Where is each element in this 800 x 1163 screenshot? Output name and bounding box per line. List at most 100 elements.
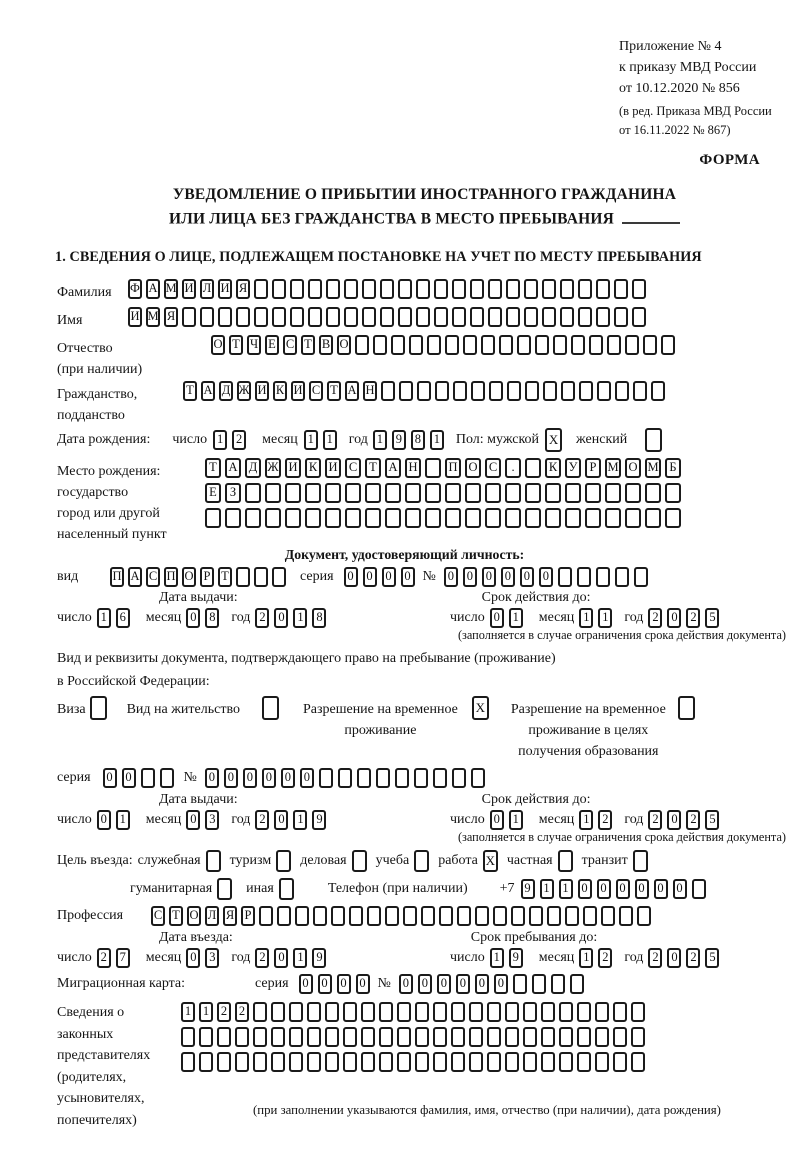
box-cell [524, 278, 538, 299]
box-cell: Ж [265, 457, 281, 478]
box-cell [445, 482, 461, 503]
box-cell: 1 [293, 948, 308, 969]
box-cell: 0 [381, 566, 396, 587]
box-cell [349, 906, 363, 927]
box-cell [559, 1052, 573, 1073]
box-cell [417, 380, 431, 401]
appendix-line-2: к приказу МВД России [619, 60, 757, 75]
box-cell [375, 768, 390, 789]
box-cell [325, 1027, 339, 1048]
visit-purpose-label: Цель въезда: [57, 853, 133, 869]
box-cell [254, 566, 268, 587]
box-cell [619, 906, 633, 927]
box-cell: 1 [293, 607, 308, 628]
box-cell [614, 278, 628, 299]
box-cell: О [625, 457, 641, 478]
box-cell: 0 [653, 879, 668, 900]
box-cell: 1 [508, 810, 523, 831]
box-cell [525, 482, 541, 503]
res-dates-header: Дата выдачи: Срок действия до: [57, 792, 792, 808]
box-cell: 0 [274, 607, 289, 628]
box-cell: Е [265, 334, 279, 355]
residence-permit-item: Вид на жительство [127, 696, 279, 721]
birth-place-boxes-row3 [205, 507, 681, 528]
box-cell [633, 380, 647, 401]
box-cell [487, 1052, 501, 1073]
box-cell: А [128, 566, 142, 587]
box-cell [485, 482, 501, 503]
edition-line-1: (в ред. Приказа МВД России [619, 104, 772, 118]
box-cell [362, 306, 376, 327]
box-cell [578, 278, 592, 299]
box-cell: 2 [686, 948, 701, 969]
box-cell [677, 696, 695, 721]
box-cell [259, 906, 273, 927]
representatives-row: Сведения о законных представителях (роди… [57, 1000, 792, 1131]
box-cell [199, 1027, 213, 1048]
box-cell: X [482, 850, 498, 873]
box-cell: 1 [579, 810, 594, 831]
box-cell: Т [183, 380, 197, 401]
box-cell [345, 482, 361, 503]
box-cell [361, 1052, 375, 1073]
box-cell [559, 1002, 573, 1023]
box-cell [595, 1052, 609, 1073]
box-cell [451, 1002, 465, 1023]
box-cell [471, 380, 485, 401]
box-cell [651, 380, 665, 401]
box-cell [325, 1002, 339, 1023]
box-cell [425, 507, 441, 528]
box-cell [512, 974, 527, 995]
box-cell: 0 [577, 879, 592, 900]
box-cell [451, 1052, 465, 1073]
box-cell [399, 380, 413, 401]
box-cell [217, 1052, 231, 1073]
form-title-line-2: ИЛИ ЛИЦА БЕЗ ГРАЖДАНСТВА В МЕСТО ПРЕБЫВА… [57, 207, 792, 233]
box-cell [398, 306, 412, 327]
box-cell [485, 507, 501, 528]
birth-date-label: Дата рождения: [57, 431, 151, 447]
box-cell [601, 906, 615, 927]
box-cell [355, 334, 369, 355]
box-cell: 0 [481, 566, 496, 587]
box-cell [452, 278, 466, 299]
box-cell [326, 306, 340, 327]
box-cell: 0 [242, 768, 257, 789]
mig-number-label: № [377, 976, 391, 992]
box-cell [367, 906, 381, 927]
box-cell [505, 1052, 519, 1073]
box-cell [465, 507, 481, 528]
box-cell [505, 482, 521, 503]
box-cell: В [319, 334, 333, 355]
box-cell [289, 1002, 303, 1023]
mig-series-label: серия [255, 976, 289, 992]
box-cell: У [565, 457, 581, 478]
box-cell [595, 1027, 609, 1048]
box-cell [381, 380, 395, 401]
box-cell [295, 906, 309, 927]
box-cell [432, 768, 447, 789]
box-cell [271, 1052, 285, 1073]
box-cell [595, 566, 610, 587]
box-cell [415, 1052, 429, 1073]
res-series-label: серия [57, 770, 91, 786]
id-valid-until-label: Срок действия до: [481, 589, 591, 605]
box-cell [379, 1052, 393, 1073]
box-cell [236, 306, 250, 327]
box-cell [253, 1027, 267, 1048]
box-cell: Я [164, 306, 178, 327]
box-cell: И [325, 457, 341, 478]
box-cell [625, 507, 641, 528]
box-cell: 5 [705, 948, 720, 969]
box-cell: 0 [538, 566, 553, 587]
box-cell [613, 1002, 627, 1023]
box-cell [585, 482, 601, 503]
form-title: УВЕДОМЛЕНИЕ О ПРИБЫТИИ ИНОСТРАННОГО ГРАЖ… [57, 183, 792, 233]
